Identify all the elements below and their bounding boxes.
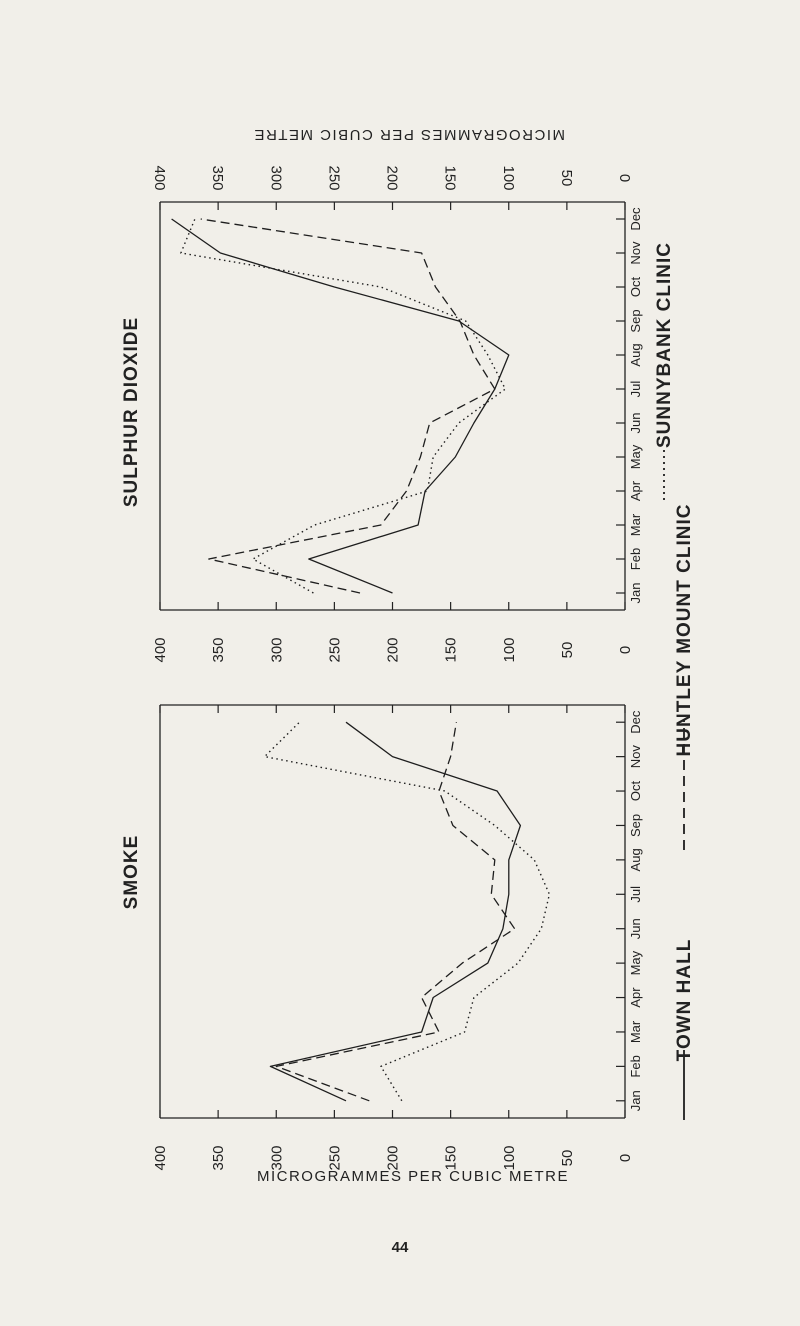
smoke-month-label-aug: Aug — [628, 848, 643, 871]
smoke-series-sunnybank-clinic — [263, 721, 551, 1102]
smoke-month-label-jan: Jan — [628, 1090, 643, 1111]
so2-tick-label-bottom-250: 250 — [326, 637, 343, 662]
smoke-month-label-apr: Apr — [628, 987, 643, 1008]
so2-tick-label-bottom-200: 200 — [385, 637, 402, 662]
sulphur-dioxide-panel: 0 0 50 50 100 100 150 150 200 200 250 250 300 300 350 3… — [121, 165, 643, 662]
so2-month-label-dec: Dec — [628, 207, 643, 231]
smoke-month-label-dec: Dec — [628, 710, 643, 734]
smoke-tick-label-bottom-250: 250 — [326, 1145, 343, 1170]
so2-tick-label-top-400: 400 — [151, 165, 168, 190]
so2-tick-label-top-300: 300 — [267, 165, 284, 190]
smoke-month-label-nov: Nov — [628, 745, 643, 769]
page-number: 44 — [392, 1239, 409, 1256]
so2-month-label-oct: Oct — [628, 277, 643, 298]
smoke-month-label-jul: Jul — [628, 886, 643, 903]
smoke-tick-label-bottom-400: 400 — [152, 1145, 169, 1170]
so2-month-label-aug: Aug — [628, 343, 643, 366]
so2-axis-ticks: 0 0 50 50 100 100 150 150 200 200 250 250 300 300 350 3… — [151, 165, 643, 662]
smoke-tick-label-bottom-150: 150 — [443, 1145, 460, 1170]
smoke-panel-title: SMOKE — [121, 835, 142, 910]
so2-month-label-nov: Nov — [628, 241, 643, 265]
smoke-tick-label-bottom-300: 300 — [268, 1145, 285, 1170]
so2-series-town-hall — [171, 218, 510, 594]
so2-tick-label-bottom-150: 150 — [443, 637, 460, 662]
smoke-panel: 0 50 100 150 200 250 300 350 400 Jan Feb Mar Apr May J… — [121, 704, 643, 1171]
so2-tick-label-top-150: 150 — [442, 165, 459, 190]
smoke-series-group — [263, 721, 551, 1102]
smoke-tick-label-bottom-50: 50 — [559, 1150, 576, 1167]
smoke-month-label-feb: Feb — [628, 1055, 643, 1077]
so2-tick-label-top-200: 200 — [384, 165, 401, 190]
so2-month-label-jan: Jan — [628, 583, 643, 604]
so2-series-sunnybank-clinic — [180, 218, 506, 594]
so2-tick-label-top-350: 350 — [209, 165, 226, 190]
smoke-tick-label-bottom-200: 200 — [385, 1145, 402, 1170]
so2-series-group — [171, 218, 510, 594]
so2-tick-label-bottom-100: 100 — [501, 637, 518, 662]
so2-month-label-may: May — [628, 444, 643, 469]
so2-tick-label-bottom-300: 300 — [268, 637, 285, 662]
smoke-month-label-mar: Mar — [628, 1020, 643, 1043]
smoke-series-town-hall — [269, 721, 522, 1102]
legend-label-huntley-mount-clinic: HUNTLEY MOUNT CLINIC — [674, 504, 695, 757]
legend-label-sunnybank-clinic: SUNNYBANK CLINIC — [654, 242, 675, 448]
so2-tick-label-top-100: 100 — [500, 165, 517, 190]
so2-panel-title: SULPHUR DIOXIDE — [121, 317, 142, 507]
so2-tick-label-bottom-350: 350 — [210, 637, 227, 662]
so2-tick-label-top-50: 50 — [558, 170, 575, 187]
smoke-axis-ticks: 0 50 100 150 200 250 300 350 400 Jan Feb Mar Apr May J… — [152, 705, 643, 1171]
smoke-month-label-sep: Sep — [628, 814, 643, 837]
so2-tick-label-bottom-400: 400 — [152, 637, 169, 662]
legend: TOWN HALL HUNTLEY MOUNT CLINIC SUNNYBANK C… — [654, 242, 695, 1120]
smoke-series-huntley-mount-clinic — [275, 722, 516, 1102]
so2-month-label-mar: Mar — [628, 513, 643, 536]
smoke-tick-label-bottom-0: 0 — [617, 1154, 634, 1162]
smoke-month-label-jun: Jun — [628, 918, 643, 939]
smoke-tick-label-bottom-350: 350 — [210, 1145, 227, 1170]
unit-label-bottom: MICROGRAMMES PER CUBIC METRE — [257, 1168, 569, 1185]
smoke-tick-label-bottom-100: 100 — [501, 1145, 518, 1170]
so2-tick-label-top-0: 0 — [616, 174, 633, 182]
so2-tick-label-top-250: 250 — [325, 165, 342, 190]
so2-month-label-jul: Jul — [628, 381, 643, 398]
so2-tick-label-bottom-0: 0 — [617, 646, 634, 654]
so2-month-label-apr: Apr — [628, 480, 643, 501]
so2-month-label-sep: Sep — [628, 309, 643, 332]
so2-series-huntley-mount-clinic — [200, 218, 496, 594]
so2-month-label-jun: Jun — [628, 413, 643, 434]
smoke-month-label-may: May — [628, 950, 643, 975]
legend-label-town-hall: TOWN HALL — [674, 939, 695, 1062]
unit-label-top: MICROGRAMMES PER CUBIC METRE — [253, 126, 565, 143]
smoke-month-label-oct: Oct — [628, 781, 643, 802]
so2-month-label-feb: Feb — [628, 548, 643, 570]
so2-tick-label-bottom-50: 50 — [559, 642, 576, 659]
